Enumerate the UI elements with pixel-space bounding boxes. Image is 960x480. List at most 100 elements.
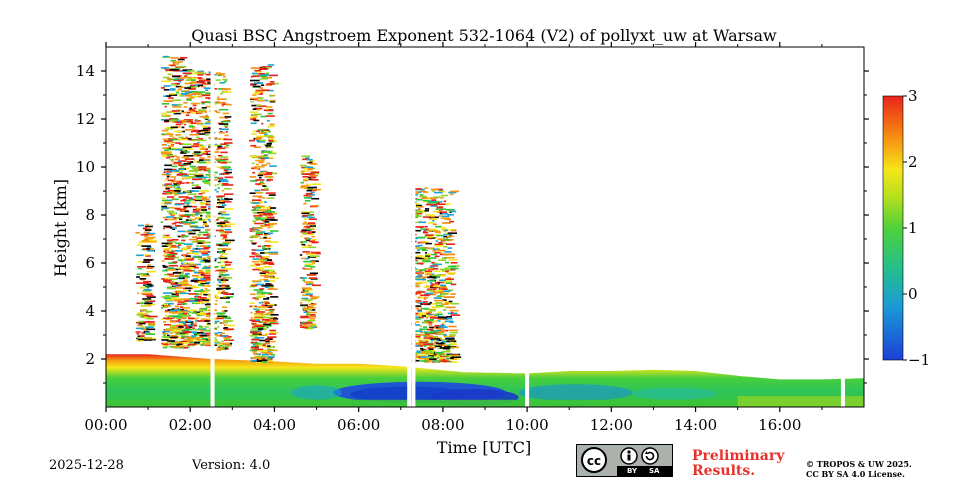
- cloud-streak: [267, 312, 274, 314]
- cloud-streak: [265, 145, 272, 147]
- cloud-streak: [448, 273, 455, 275]
- cloud-streak: [163, 343, 169, 346]
- cloud-streak: [174, 78, 183, 80]
- cloud-streak: [195, 154, 203, 157]
- cloud-streak: [252, 114, 258, 117]
- cloud-streak: [416, 350, 425, 353]
- cloud-streak: [254, 315, 264, 317]
- cloud-streak: [224, 138, 227, 140]
- cloud-streak: [165, 177, 169, 180]
- cloud-streak: [224, 324, 235, 327]
- cloud-streak: [309, 318, 316, 320]
- cloud-streak: [199, 327, 203, 330]
- cloud-streak: [306, 321, 313, 324]
- cloud-streak: [310, 238, 317, 241]
- cloud-streak: [270, 277, 280, 280]
- cloud-streak: [441, 353, 446, 356]
- cloud-streak: [309, 309, 316, 311]
- cloud-streak: [196, 71, 204, 74]
- cloud-streak: [303, 260, 312, 263]
- cloud-streak: [249, 228, 257, 230]
- cloud-streak: [264, 280, 270, 282]
- cloud-streak: [136, 302, 140, 305]
- cloud-streak: [206, 169, 214, 172]
- cloud-streak: [162, 184, 168, 187]
- cloud-streak: [216, 243, 226, 245]
- cloud-streak: [438, 215, 442, 217]
- cloud-streak: [197, 284, 205, 286]
- cloud-streak: [216, 347, 224, 349]
- cloud-streak: [201, 192, 205, 194]
- cloud-streak: [181, 234, 185, 236]
- cloud-streak: [200, 85, 206, 88]
- cloud-streak: [177, 77, 185, 79]
- cloud-streak: [428, 218, 434, 220]
- cloud-streak: [262, 271, 269, 273]
- cloud-streak: [200, 318, 210, 321]
- cloud-streak: [265, 115, 275, 117]
- cloud-streak: [191, 184, 199, 186]
- cloud-streak: [249, 176, 257, 178]
- cloud-streak: [206, 303, 214, 305]
- cloud-streak: [181, 175, 189, 177]
- cloud-streak: [266, 72, 269, 74]
- cloud-streak: [217, 261, 221, 264]
- cloud-streak: [218, 275, 222, 278]
- cloud-streak: [451, 343, 457, 345]
- cloud-streak: [306, 313, 310, 315]
- cloud-streak: [223, 277, 233, 279]
- cloud-streak: [417, 191, 422, 194]
- cloud-streak: [207, 251, 214, 254]
- cloud-streak: [301, 304, 308, 306]
- cloud-streak: [216, 191, 219, 193]
- cloud-streak: [218, 203, 221, 205]
- cloud-streak: [441, 303, 449, 306]
- cloud-streak: [258, 358, 262, 360]
- cloud-streak: [304, 289, 313, 291]
- cloud-streak: [433, 210, 440, 213]
- cloud-streak: [172, 330, 179, 332]
- cloud-streak: [165, 70, 168, 73]
- cloud-streak: [251, 252, 256, 254]
- cloud-streak: [310, 163, 318, 165]
- cloud-streak: [189, 110, 194, 112]
- cloud-streak: [181, 236, 184, 238]
- cloud-streak: [442, 280, 451, 283]
- cloud-streak: [265, 304, 268, 307]
- cloud-streak: [260, 74, 270, 76]
- cloud-streak: [176, 324, 179, 327]
- cloud-streak: [256, 104, 262, 107]
- cloud-streak: [222, 244, 229, 246]
- cloud-streak: [146, 241, 157, 243]
- cloud-streak: [262, 323, 271, 326]
- cloud-streak: [254, 327, 264, 329]
- cloud-streak: [208, 272, 212, 275]
- cloud-streak: [189, 133, 199, 136]
- cloud-streak: [262, 155, 266, 158]
- cloud-streak: [187, 137, 192, 140]
- cloud-streak: [193, 341, 200, 344]
- cloud-streak: [252, 108, 257, 110]
- cloud-streak: [428, 358, 437, 360]
- cloud-streak: [165, 318, 171, 321]
- cloud-streak: [430, 265, 439, 267]
- cloud-streak: [181, 317, 187, 319]
- cloud-streak: [221, 321, 229, 324]
- cloud-streak: [189, 286, 200, 289]
- cloud-streak: [184, 210, 189, 213]
- cloud-streak: [439, 288, 443, 291]
- cloud-streak: [257, 334, 265, 336]
- cloud-streak: [429, 284, 436, 287]
- cloud-streak: [169, 93, 176, 95]
- cloud-streak: [205, 306, 210, 308]
- cloud-streak: [267, 146, 274, 149]
- cloud-streak: [302, 279, 305, 281]
- cloud-streak: [263, 266, 273, 268]
- cloud-streak: [249, 192, 257, 194]
- cloud-streak: [411, 251, 421, 254]
- cloud-streak: [166, 171, 173, 173]
- cloud-streak: [218, 108, 229, 111]
- cloud-streak: [201, 101, 211, 103]
- cloud-streak: [217, 197, 220, 199]
- cloud-streak: [422, 199, 430, 202]
